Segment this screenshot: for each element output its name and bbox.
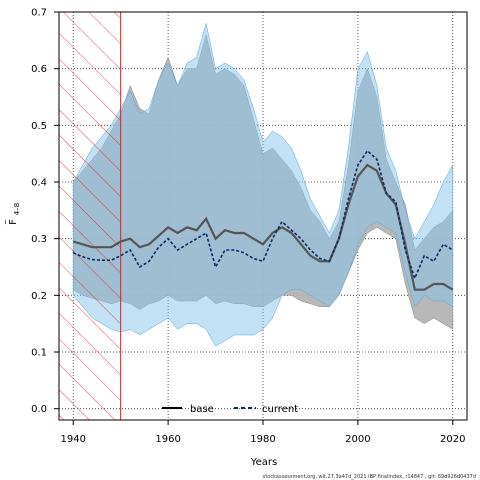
series-lines bbox=[72, 149, 454, 291]
y-tick-label: 0.0 bbox=[31, 404, 47, 415]
x-axis: 1940 1960 1980 2000 2020 bbox=[61, 420, 465, 445]
y-tick-label: 0.1 bbox=[31, 348, 47, 359]
y-axis-label: F bbox=[8, 219, 19, 225]
band-current bbox=[72, 23, 454, 347]
y-axis-label-bar: ‾ bbox=[4, 219, 13, 225]
x-tick-label: 2000 bbox=[345, 434, 370, 445]
y-tick-label: 0.2 bbox=[31, 291, 47, 302]
y-tick-label: 0.6 bbox=[31, 64, 47, 75]
y-tick-label: 0.7 bbox=[31, 8, 47, 19]
hatched-region-rect bbox=[58, 11, 122, 421]
line-current bbox=[72, 149, 454, 281]
legend: base current bbox=[162, 404, 298, 415]
x-axis-label: Years bbox=[250, 457, 277, 468]
x-tick-label: 2020 bbox=[440, 434, 465, 445]
footer-caption: stockassessment.org, wit.27.3a47d_2021 I… bbox=[263, 474, 476, 480]
x-tick-label: 1980 bbox=[250, 434, 275, 445]
y-tick-label: 0.3 bbox=[31, 234, 47, 245]
confidence-bands bbox=[72, 23, 454, 347]
legend-label-current: current bbox=[262, 404, 298, 415]
y-tick-label: 0.4 bbox=[31, 178, 47, 189]
hatched-region bbox=[58, 11, 122, 421]
y-tick-label: 0.5 bbox=[31, 121, 47, 132]
y-axis-label-subscript: 4–8 bbox=[13, 203, 21, 215]
y-axis: 0.0 0.1 0.2 0.3 0.4 0.5 0.6 0.7 bbox=[31, 8, 59, 415]
x-tick-label: 1960 bbox=[155, 434, 180, 445]
x-tick-label: 1940 bbox=[61, 434, 86, 445]
legend-label-base: base bbox=[190, 404, 214, 415]
